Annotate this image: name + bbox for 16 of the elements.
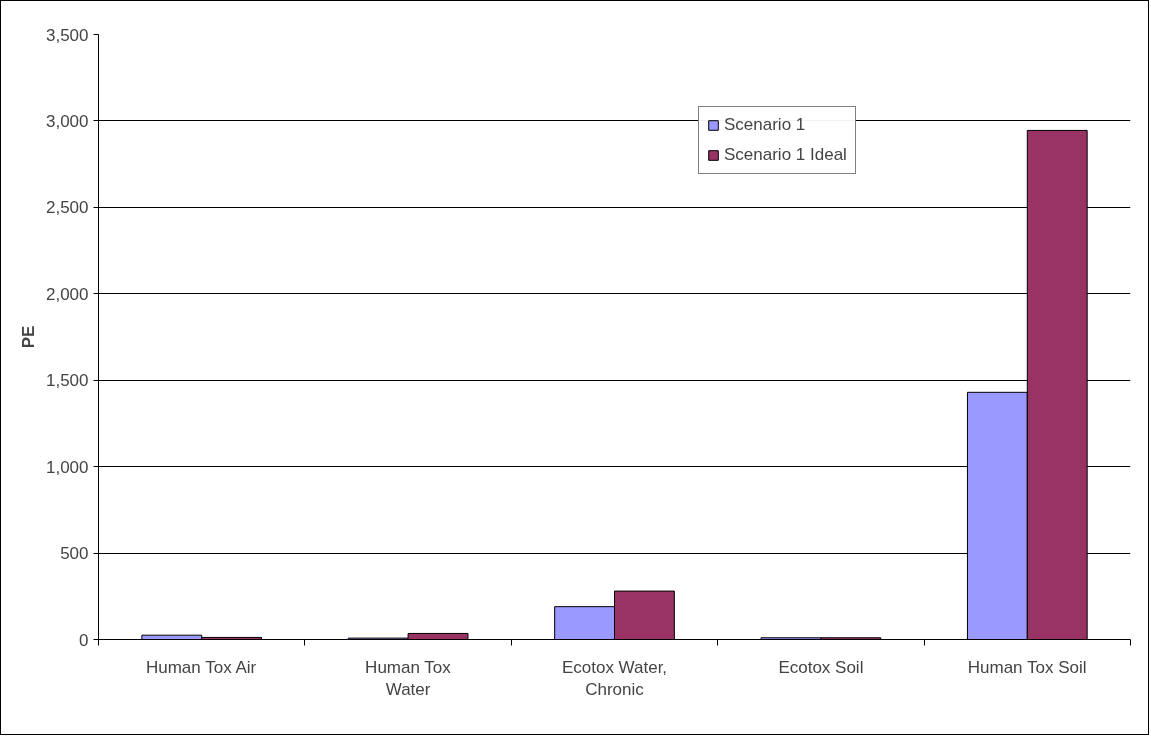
- x-tick-label: Ecotox Soil: [778, 657, 864, 677]
- y-tick-label: 2,000: [45, 284, 89, 304]
- x-tick-label: Human Tox Water: [365, 657, 452, 700]
- y-tick-label: 3,500: [45, 25, 89, 45]
- y-tick-label: 0: [79, 630, 89, 650]
- legend-label: Scenario 1 Ideal: [724, 145, 847, 165]
- y-axis-title: PE: [18, 325, 38, 349]
- x-tick-label: Ecotox Water, Chronic: [561, 657, 668, 700]
- y-tick-label: 500: [60, 544, 89, 564]
- x-tick-label: Human Tox Soil: [967, 657, 1087, 677]
- y-tick-label: 3,000: [45, 111, 89, 131]
- legend-label: Scenario 1: [724, 115, 806, 135]
- y-tick-label: 1,000: [45, 457, 89, 477]
- x-tick-label: Human Tox Air: [145, 657, 257, 677]
- y-tick-label: 1,500: [45, 371, 89, 391]
- y-tick-label: 2,500: [45, 198, 89, 218]
